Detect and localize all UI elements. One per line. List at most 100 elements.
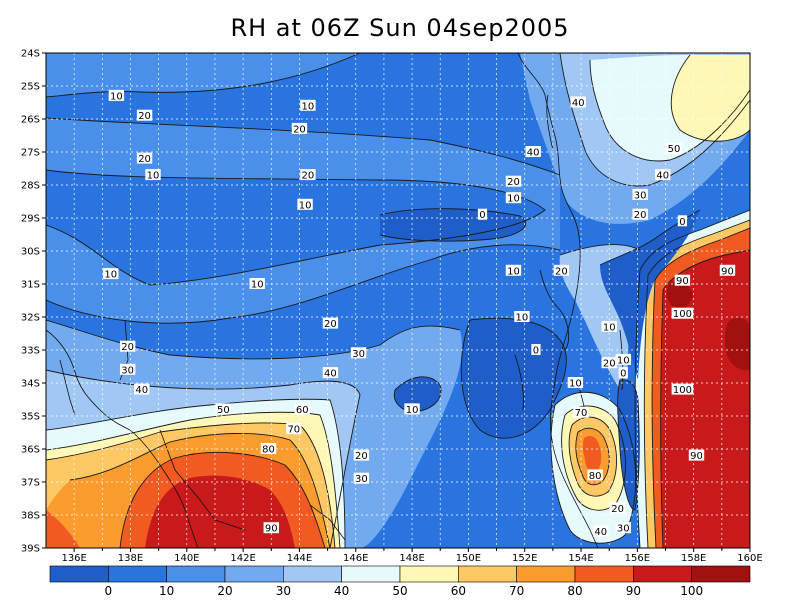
contour-label: 40 (593, 525, 609, 538)
contour-label: 20 (601, 357, 617, 370)
contour-label-text: 80 (262, 445, 275, 456)
contour-label-bg (297, 198, 313, 210)
contour-label-bg (674, 274, 691, 286)
contour-label-text: 10 (406, 405, 419, 416)
contour-label-text: 20 (634, 210, 647, 221)
contour-label-bg (587, 469, 603, 481)
contour-label-text: 10 (302, 101, 315, 112)
contour-label: 40 (134, 383, 150, 396)
contour-label-bg (215, 403, 232, 415)
contour-label: 40 (322, 367, 339, 380)
contour-label: 10 (505, 192, 522, 205)
contour-label-text: 40 (594, 527, 607, 538)
colorbar-swatch (574, 565, 634, 583)
lat-tick-label: 29S (21, 214, 40, 225)
contour-label: 30 (350, 347, 367, 360)
contour-label: 10 (297, 198, 313, 211)
contour-label-text: 20 (302, 171, 315, 182)
field-band-0-10 (380, 208, 526, 242)
contour-label: 90 (263, 522, 279, 535)
contour-label-bg (677, 215, 688, 227)
lon-tick-label: 154E (568, 553, 593, 564)
contour-label-bg (260, 443, 277, 454)
lat-tick-label: 30S (21, 247, 40, 258)
lon-tick-label: 160E (737, 553, 762, 564)
contour-label: 50 (666, 142, 682, 155)
contour-label: 10 (108, 89, 125, 102)
contour-label: 10 (249, 278, 265, 291)
lat-tick-label: 34S (21, 379, 40, 390)
lat-tick-label: 28S (21, 181, 40, 192)
contour-label: 20 (553, 264, 570, 277)
contour-label-bg (615, 522, 631, 534)
contour-label-text: 10 (299, 200, 312, 211)
contour-label-text: 30 (355, 474, 368, 485)
contour-label-text: 40 (527, 148, 540, 159)
contour-label: 80 (260, 443, 277, 456)
contour-label-text: 0 (620, 369, 626, 380)
colorbar-label: 60 (451, 584, 466, 598)
contour-label-bg (553, 264, 570, 276)
contour-label: 10 (145, 169, 161, 182)
contour-label-text: 10 (507, 194, 520, 205)
lat-tick-label: 25S (21, 82, 40, 93)
field-band-90-100 (582, 436, 602, 474)
contour-label-text: 20 (121, 342, 134, 353)
colorbar-swatch (224, 565, 284, 583)
contour-label-bg (119, 340, 136, 352)
contour-label-text: 10 (603, 322, 616, 333)
contour-label: 20 (136, 152, 153, 165)
contour-label-text: 80 (589, 471, 602, 482)
field-band-90-100 (46, 510, 80, 548)
contour-label-text: 10 (110, 91, 123, 102)
lon-tick-label: 158E (681, 553, 706, 564)
contour-label-text: 20 (611, 504, 624, 515)
colorbar-swatch (633, 565, 692, 583)
contour-label-bg (632, 208, 648, 220)
contour-label-text: 50 (668, 144, 681, 155)
contour-label: 40 (570, 96, 586, 109)
contour-label-text: 40 (324, 369, 337, 380)
contour-label-bg (263, 522, 279, 534)
contour-label: 90 (719, 264, 736, 277)
contour-label-bg (505, 175, 522, 187)
colorbar: 0 10 20 30 40 50 60 70 80 90 100 (49, 565, 751, 598)
lon-tick-label: 146E (343, 553, 368, 564)
colorbar-swatch (108, 565, 167, 583)
contour-label: 10 (505, 264, 522, 277)
map-title: RH at 06Z Sun 04sep2005 (230, 14, 570, 42)
contour-label: 10 (103, 268, 119, 281)
contour-label: 30 (353, 472, 370, 485)
contour-label-text: 20 (603, 359, 616, 370)
colorbar-label: 0 (105, 584, 113, 598)
contour-label-text: 90 (690, 451, 703, 462)
lat-tick-label: 39S (21, 544, 40, 555)
contour-label-bg (570, 96, 586, 108)
contour-label: 20 (322, 317, 339, 330)
field-band-100-plus (725, 318, 750, 371)
contour-label-bg (119, 363, 136, 375)
contour-label-bg (601, 357, 617, 369)
contour-label: 20 (119, 340, 136, 353)
colorbar-label: 80 (567, 584, 582, 598)
field-band-20-30 (46, 53, 360, 97)
contour-label: 100 (671, 307, 694, 320)
contour-label: 60 (294, 403, 310, 416)
lat-tick-label: 35S (21, 412, 40, 423)
contour-label-bg (350, 347, 367, 359)
contour-label: 80 (587, 469, 603, 482)
contour-label-text: 10 (147, 171, 160, 182)
lon-tick-label: 140E (174, 553, 199, 564)
contour-label-bg (632, 188, 648, 200)
lat-tick-label: 33S (21, 346, 40, 357)
contour-label-bg (322, 367, 339, 379)
contour-label: 0 (531, 344, 541, 357)
contour-label-text: 10 (569, 379, 582, 390)
contour-label-bg (108, 89, 125, 101)
contour-label-text: 30 (121, 365, 134, 376)
contour-label-bg (567, 377, 584, 388)
lat-lon-grid (46, 53, 750, 548)
contour-label: 0 (477, 208, 488, 221)
contour-label-text: 10 (516, 313, 529, 324)
